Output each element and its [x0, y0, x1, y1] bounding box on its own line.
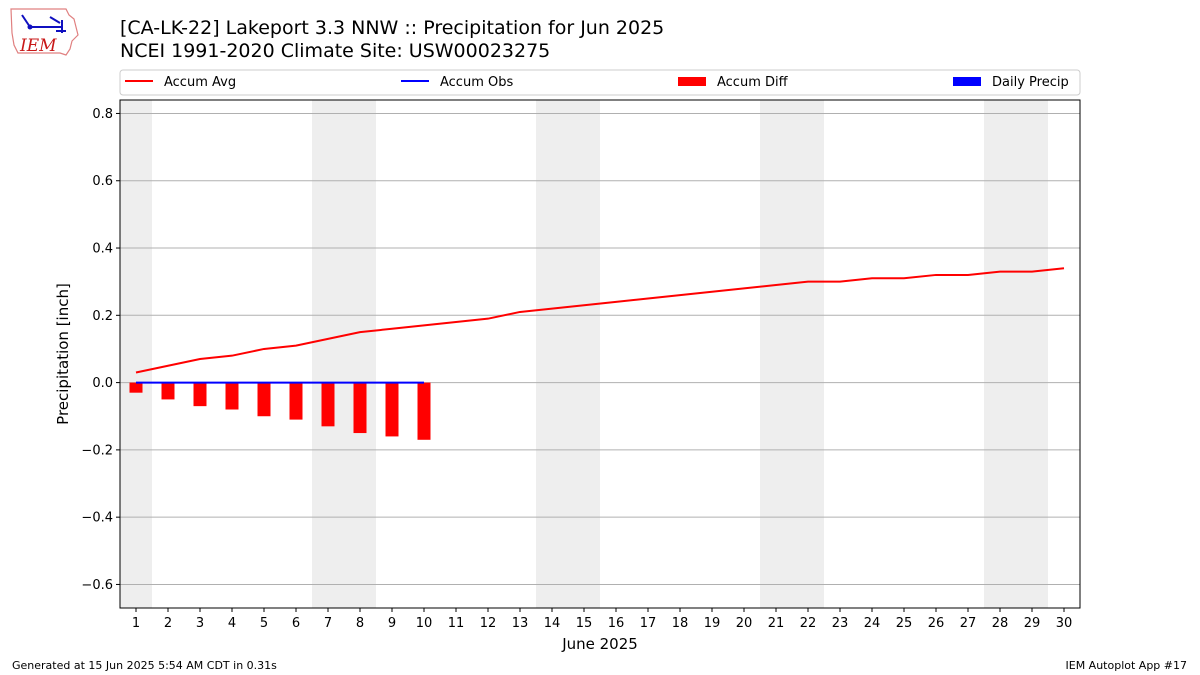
x-tick-label: 19: [704, 616, 721, 631]
legend-accum-diff-swatch: [678, 77, 706, 86]
x-tick-label: 27: [960, 616, 977, 631]
y-tick-label: 0.4: [92, 242, 113, 257]
x-tick-label: 29: [1024, 616, 1041, 631]
y-tick-label: 0.0: [92, 376, 113, 391]
y-tick-label: 0.6: [92, 174, 113, 189]
line-accum-avg: [135, 267, 1065, 374]
legend-daily-precip-swatch: [953, 77, 981, 86]
weekend-band-22: [792, 100, 824, 608]
x-tick-label: 18: [672, 616, 689, 631]
x-tick-label: 4: [228, 616, 236, 631]
x-tick-label: 21: [768, 616, 785, 631]
y-tick-label: −0.6: [81, 578, 113, 593]
y-tick-label: 0.8: [92, 107, 113, 122]
x-tick-label: 2: [164, 616, 172, 631]
accum-diff-bars: [129, 382, 431, 440]
bar-accum-diff-6: [289, 382, 303, 420]
weather-station-icon: [21, 14, 66, 33]
bar-accum-diff-8: [353, 382, 367, 434]
x-tick-label: 30: [1056, 616, 1073, 631]
x-tick-label: 22: [800, 616, 817, 631]
legend-accum-obs-label: Accum Obs: [440, 75, 513, 90]
weekend-shading: [120, 100, 1048, 608]
x-axis: 1 2 3 4 5 6 7 8 9 10 11 12 13 14 15 16 17 18 19 20 21 22 23 24 2…: [132, 608, 1072, 631]
x-tick-label: 10: [416, 616, 433, 631]
x-tick-label: 13: [512, 616, 529, 631]
x-tick-label: 16: [608, 616, 625, 631]
x-tick-label: 15: [576, 616, 593, 631]
x-tick-label: 1: [132, 616, 140, 631]
x-tick-label: 3: [196, 616, 204, 631]
series-lines: [135, 267, 1065, 384]
weekend-band-14: [536, 100, 568, 608]
x-tick-label: 28: [992, 616, 1009, 631]
weekend-band-1: [120, 100, 152, 608]
weekend-band-8: [344, 100, 376, 608]
legend: Accum Avg Accum Obs Accum Diff Daily Precip: [119, 69, 1081, 96]
bar-accum-diff-2: [161, 382, 175, 400]
y-axis: −0.6 −0.4 −0.2 0.0 0.2 0.4 0.6 0.8: [81, 107, 120, 593]
legend-box: [119, 69, 1081, 96]
weekend-band-21: [760, 100, 792, 608]
x-tick-label: 8: [356, 616, 364, 631]
legend-accum-avg-label: Accum Avg: [164, 75, 236, 90]
y-axis-label: Precipitation [inch]: [54, 283, 72, 425]
x-tick-label: 23: [832, 616, 849, 631]
legend-accum-diff-label: Accum Diff: [717, 75, 789, 90]
weekend-band-29: [1016, 100, 1048, 608]
y-tick-label: 0.2: [92, 309, 113, 324]
chart-title: [CA-LK-22] Lakeport 3.3 NNW :: Precipita…: [120, 17, 665, 39]
x-tick-label: 6: [292, 616, 300, 631]
bar-accum-diff-1: [129, 382, 143, 393]
x-tick-label: 20: [736, 616, 753, 631]
x-tick-label: 7: [324, 616, 332, 631]
footer-generated-text: Generated at 15 Jun 2025 5:54 AM CDT in …: [12, 659, 277, 672]
x-tick-label: 17: [640, 616, 657, 631]
chart-subtitle: NCEI 1991-2020 Climate Site: USW00023275: [120, 40, 551, 62]
logo-text: IEM: [19, 36, 57, 56]
bar-accum-diff-5: [257, 382, 271, 417]
weekend-band-28: [984, 100, 1016, 608]
bar-accum-diff-4: [225, 382, 239, 410]
x-tick-label: 14: [544, 616, 561, 631]
bar-accum-diff-3: [193, 382, 207, 407]
x-tick-label: 24: [864, 616, 881, 631]
bar-accum-diff-7: [321, 382, 335, 427]
bar-accum-diff-10: [417, 382, 431, 440]
x-axis-label: June 2025: [561, 635, 638, 653]
iem-logo: IEM: [10, 8, 79, 56]
y-tick-label: −0.4: [81, 511, 113, 526]
y-gridlines: [120, 112, 1080, 585]
legend-daily-precip-label: Daily Precip: [992, 75, 1069, 90]
x-tick-label: 25: [896, 616, 913, 631]
y-tick-label: −0.2: [81, 443, 113, 458]
footer-app-label: IEM Autoplot App #17: [1065, 659, 1188, 672]
x-tick-label: 26: [928, 616, 945, 631]
weekend-band-15: [568, 100, 600, 608]
bar-accum-diff-9: [385, 382, 399, 437]
x-tick-label: 5: [260, 616, 268, 631]
x-tick-label: 9: [388, 616, 396, 631]
x-tick-label: 12: [480, 616, 497, 631]
plot-frame: [119, 99, 1081, 609]
x-tick-label: 11: [448, 616, 465, 631]
weekend-band-7: [312, 100, 344, 608]
